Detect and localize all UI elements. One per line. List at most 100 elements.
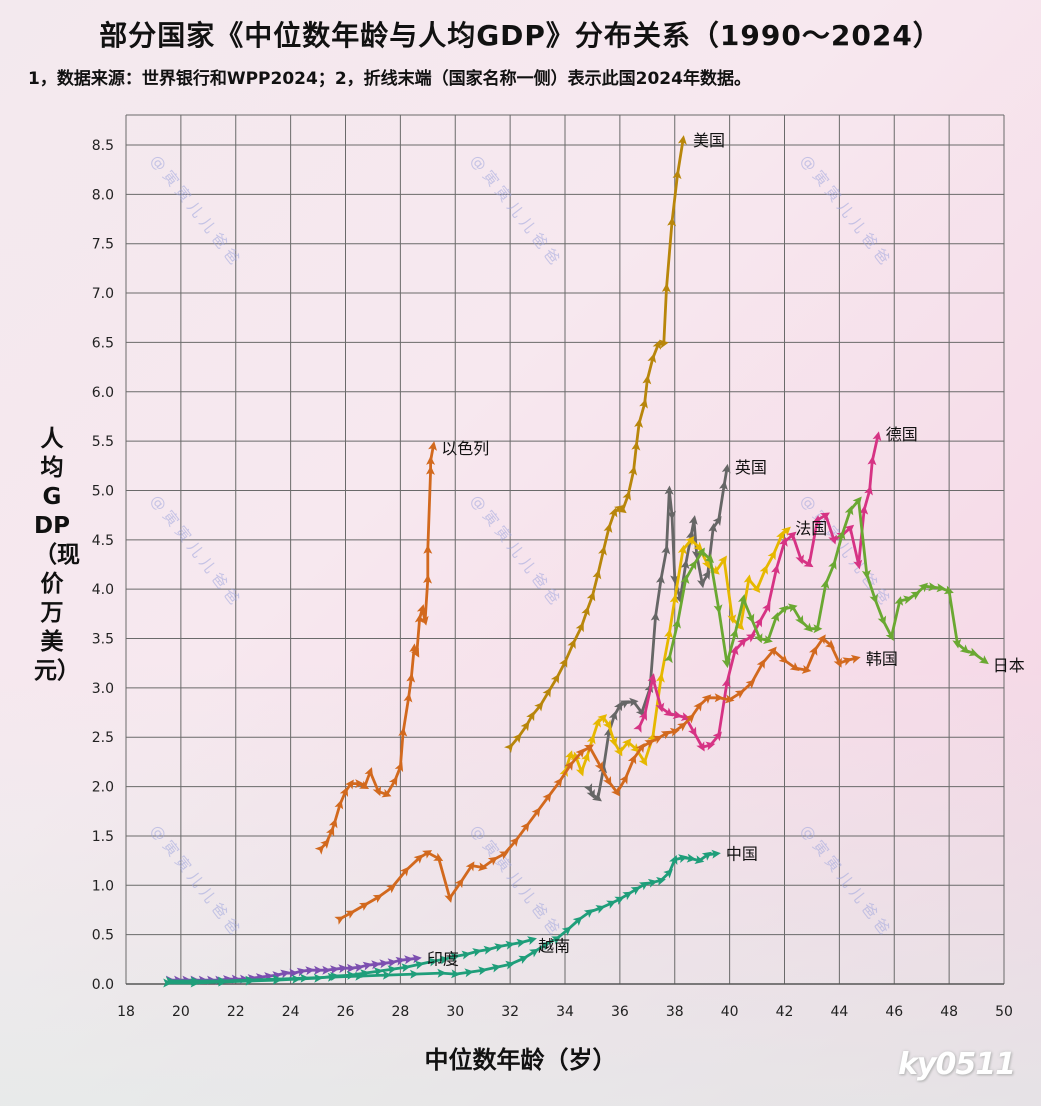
y-tick-label: 1.5: [92, 829, 114, 845]
series-label: 越南: [538, 937, 570, 956]
series-point-marker: [705, 741, 716, 751]
series-point-marker: [347, 963, 356, 973]
y-axis-label: 人均GDP（现价万美元）: [34, 426, 80, 684]
y-tick-label: 2.0: [92, 780, 114, 796]
series-point-marker: [836, 530, 846, 540]
series-point-marker: [403, 692, 413, 703]
series-point-marker: [505, 960, 515, 970]
series-point-marker: [737, 594, 747, 604]
series-point-marker: [655, 574, 665, 584]
y-tick-label: 6.5: [92, 335, 114, 351]
series-point-marker: [688, 515, 698, 525]
series-point-marker: [656, 876, 666, 886]
series-point-marker: [631, 441, 641, 451]
y-tick-label: 4.5: [92, 533, 114, 549]
watermark-text: @ 寅 寅 儿 儿 爸 爸: [147, 491, 243, 607]
series-point-marker: [622, 891, 633, 901]
series-point-marker: [669, 855, 678, 866]
grid: [125, 114, 1005, 985]
series-point-marker: [686, 853, 697, 863]
series-point-marker: [404, 955, 414, 965]
watermark-layer: @ 寅 寅 儿 儿 爸 爸 @ 寅 寅 儿 儿 爸 爸 @ 寅 寅 儿 儿 爸 爸 @…: [147, 151, 893, 937]
series-point-marker: [165, 976, 175, 986]
series-point-marker: [450, 953, 461, 962]
series-point-marker: [721, 463, 731, 474]
series-point-marker: [701, 851, 712, 861]
series-point-marker: [918, 582, 929, 593]
series-point-marker: [825, 639, 835, 649]
series-point-marker: [635, 706, 645, 717]
series-point-marker: [812, 515, 822, 525]
series-point-marker: [701, 694, 712, 704]
series-point-marker: [678, 854, 688, 864]
series-point-marker: [314, 965, 324, 975]
series-point-marker: [928, 582, 938, 592]
series-point-marker: [505, 940, 516, 950]
series-point-marker: [638, 881, 649, 891]
series-point-marker: [801, 664, 812, 674]
series-point-marker: [614, 701, 623, 712]
series-point-marker: [737, 637, 747, 648]
series-point-marker: [326, 826, 335, 837]
y-tick-label: 1.0: [92, 878, 114, 894]
series-point-marker: [398, 727, 408, 737]
series-point-marker: [592, 569, 602, 580]
series-point-marker: [586, 788, 595, 800]
series-point-marker: [852, 496, 862, 507]
series-point-marker: [968, 647, 979, 657]
series-point-marker: [428, 957, 439, 967]
series-point-marker: [477, 862, 488, 872]
series-point-marker: [412, 954, 422, 964]
series-point-marker: [320, 839, 330, 849]
series-point-marker: [364, 767, 374, 778]
series-point-marker: [693, 701, 703, 712]
series-label: 中国: [726, 845, 758, 864]
y-tick-label: 4.0: [92, 582, 114, 598]
series-point-marker: [245, 975, 255, 985]
series-point-marker: [634, 418, 644, 428]
series-point-marker: [672, 618, 681, 629]
series-point-marker: [663, 869, 673, 879]
series-point-marker: [978, 655, 989, 665]
chart-title: 部分国家《中位数年龄与人均GDP》分布关系（1990～2024）: [99, 19, 942, 52]
series-point-marker: [564, 750, 574, 761]
series-point-marker: [422, 850, 433, 859]
series-point-marker: [853, 559, 863, 570]
series-point-marker: [629, 697, 639, 707]
series-point-marker: [638, 710, 647, 722]
series-point-marker: [608, 736, 618, 747]
series-point-marker: [464, 968, 474, 978]
series-point-marker: [494, 943, 505, 952]
watermark-text: @ 寅 寅 儿 儿 爸 爸: [147, 821, 243, 937]
series-point-marker: [527, 936, 537, 945]
series-point-marker: [606, 900, 617, 909]
series-point-marker: [693, 541, 704, 552]
series-point-marker: [630, 743, 641, 753]
series-point-marker: [721, 677, 731, 688]
series-point-marker: [575, 622, 584, 633]
series-point-marker: [394, 762, 404, 773]
series-point-marker: [542, 687, 552, 698]
watermark-text: @ 寅 寅 儿 儿 爸 爸: [147, 151, 243, 267]
series-point-marker: [842, 657, 853, 666]
series-point-marker: [694, 855, 705, 865]
series-point-marker: [701, 558, 710, 569]
series-point-marker: [329, 965, 340, 975]
chart-subtitle: 1，数据来源：世界银行和WPP2024；2，折线末端（国家名称一侧）表示此国20…: [28, 69, 751, 89]
series-point-marker: [719, 480, 728, 491]
series-point-marker: [611, 786, 621, 797]
series-point-marker: [745, 679, 756, 689]
series-line: [319, 444, 435, 851]
series-point-marker: [861, 569, 871, 580]
series-point-marker: [520, 721, 530, 732]
series-point-marker: [729, 645, 739, 656]
series-point-marker: [534, 701, 544, 712]
series-point-marker: [877, 615, 887, 626]
series-label: 法国: [795, 519, 827, 538]
series-point-marker: [677, 135, 687, 145]
series-point-marker: [727, 614, 737, 624]
y-tick-label: 7.5: [92, 237, 114, 253]
series-point-marker: [803, 558, 814, 568]
series-point-marker: [542, 792, 552, 803]
